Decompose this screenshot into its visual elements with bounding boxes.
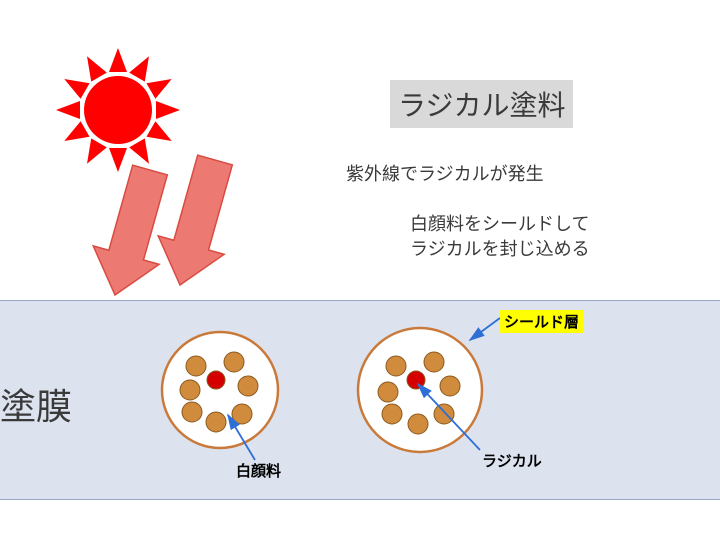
text-shield-line2: ラジカルを封じ込める [410, 235, 590, 261]
pigment-circle-0 [162, 332, 278, 448]
callout-arrow-0 [470, 318, 500, 340]
sun-icon [56, 48, 180, 172]
text-uv-line: 紫外線でラジカルが発生 [346, 160, 544, 186]
uv-arrow-0 [93, 165, 167, 295]
uv-arrow-1 [158, 155, 232, 285]
diagram-svg [0, 0, 720, 540]
coating-label: 塗膜 [0, 378, 72, 430]
diagram-title: ラジカル塗料 [390, 80, 573, 128]
label-radical: ラジカル [482, 450, 542, 471]
label-shield-layer: シールド層 [500, 310, 583, 333]
text-shield-line1: 白顔料をシールドして [410, 210, 589, 236]
label-white-pigment: 白顔料 [236, 460, 281, 481]
